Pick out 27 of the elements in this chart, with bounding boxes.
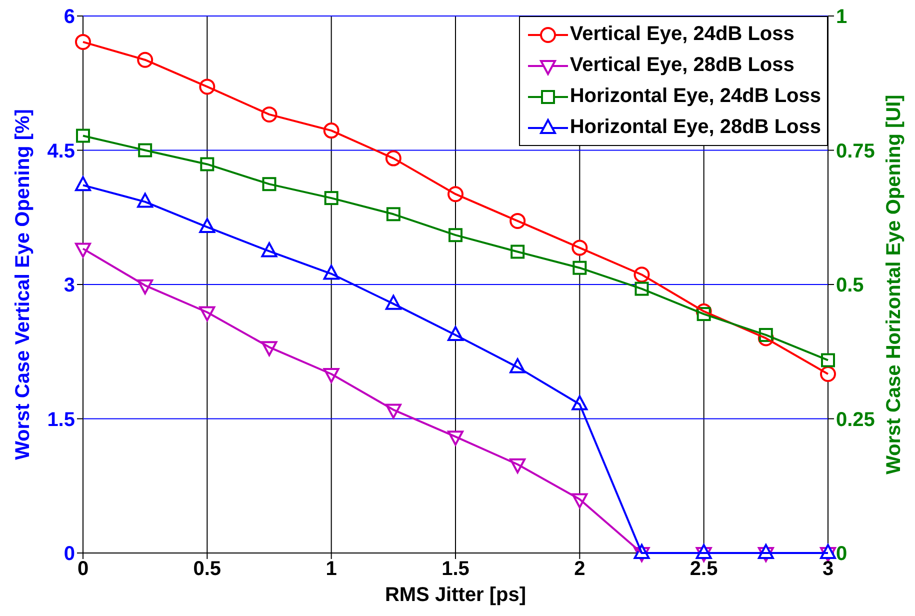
y2-axis-title: Worst Case Horizontal Eye Opening [UI] [883, 94, 906, 474]
y-axis-title: Worst Case Vertical Eye Opening [%] [12, 109, 34, 460]
legend-label: Horizontal Eye, 28dB Loss [570, 116, 821, 139]
x-tick-label: 2.5 [690, 558, 718, 580]
y-tick-label: 0 [64, 543, 75, 566]
legend-label: Vertical Eye, 28dB Loss [570, 54, 794, 77]
y-tick-label: 6 [64, 6, 75, 28]
point [75, 34, 91, 50]
point [76, 128, 90, 143]
point [821, 353, 835, 368]
y2-tick-label: 0.75 [836, 140, 875, 162]
y-tick-label: 1.5 [47, 408, 75, 431]
y2-tick-label: 0.25 [836, 408, 875, 431]
x-tick-label: 1.5 [442, 558, 470, 580]
legend-label: Horizontal Eye, 24dB Loss [570, 85, 821, 108]
y2-tick-label: 0.5 [836, 274, 864, 297]
x-tick-label: 1 [326, 558, 337, 580]
y-tick-label: 4.5 [47, 140, 75, 162]
x-tick-label: 0.5 [193, 558, 222, 580]
point [820, 366, 836, 382]
y2-tick-label: 1 [836, 6, 848, 28]
x-axis-title: RMS Jitter [ps] [384, 584, 526, 606]
y-tick-label: 3 [64, 274, 75, 297]
x-tick-label: 3 [822, 558, 834, 580]
y2-tick-label: 0 [836, 543, 848, 566]
x-tick-label: 2 [574, 558, 586, 580]
legend-label: Vertical Eye, 24dB Loss [570, 23, 794, 46]
